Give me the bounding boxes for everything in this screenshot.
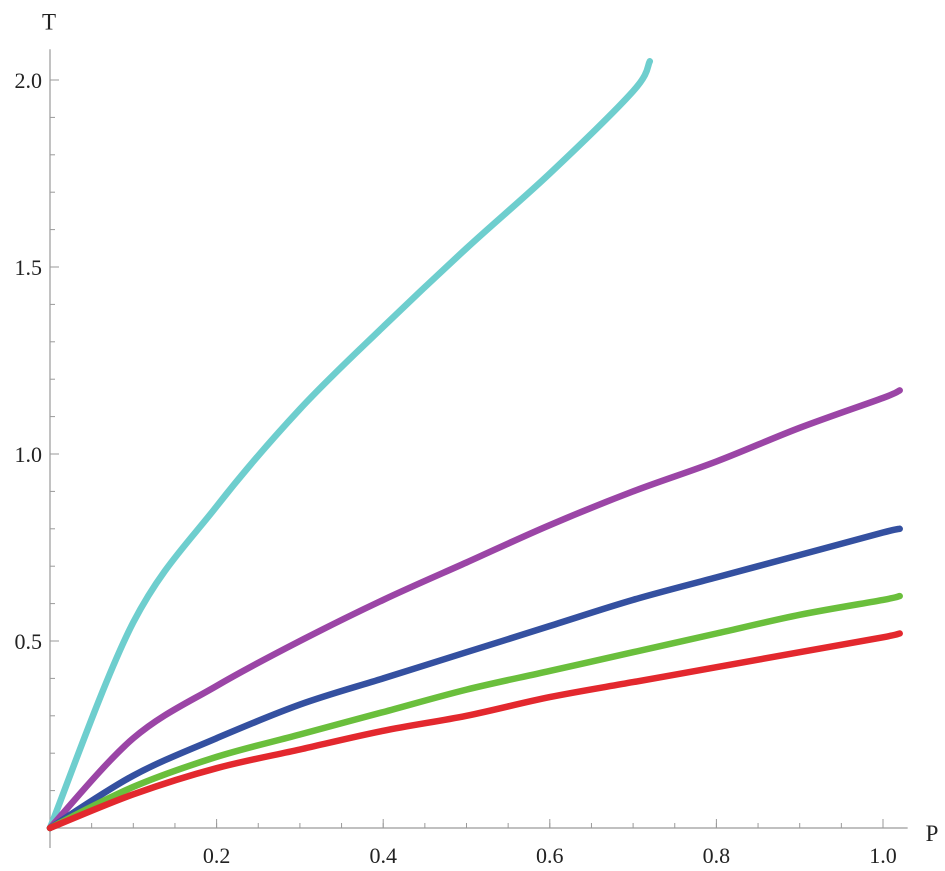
y-axis-label: T [42, 9, 56, 34]
series-line-3 [46, 525, 903, 832]
x-tick-label: 0.8 [703, 843, 731, 868]
series-line-1 [46, 58, 654, 832]
y-tick-label: 2.0 [15, 68, 43, 93]
series-line-4 [46, 592, 903, 832]
y-tick-label: 1.0 [15, 442, 43, 467]
series-line-2 [46, 387, 903, 832]
x-tick-label: 0.2 [203, 843, 231, 868]
y-tick-label: 0.5 [15, 629, 43, 654]
axes: 0.2 0.4 0.6 0.8 1.0 0.5 1.0 1.5 2.0 [15, 49, 908, 868]
y-tick-label: 1.5 [15, 255, 43, 280]
x-tick-label: 1.0 [869, 843, 897, 868]
x-tick-label: 0.6 [536, 843, 564, 868]
x-axis-label: P [926, 821, 939, 846]
series-line-5 [46, 630, 903, 832]
x-tick-label: 0.4 [369, 843, 397, 868]
ticks: 0.2 0.4 0.6 0.8 1.0 0.5 1.0 1.5 2.0 [15, 68, 897, 868]
series-group [46, 58, 903, 832]
